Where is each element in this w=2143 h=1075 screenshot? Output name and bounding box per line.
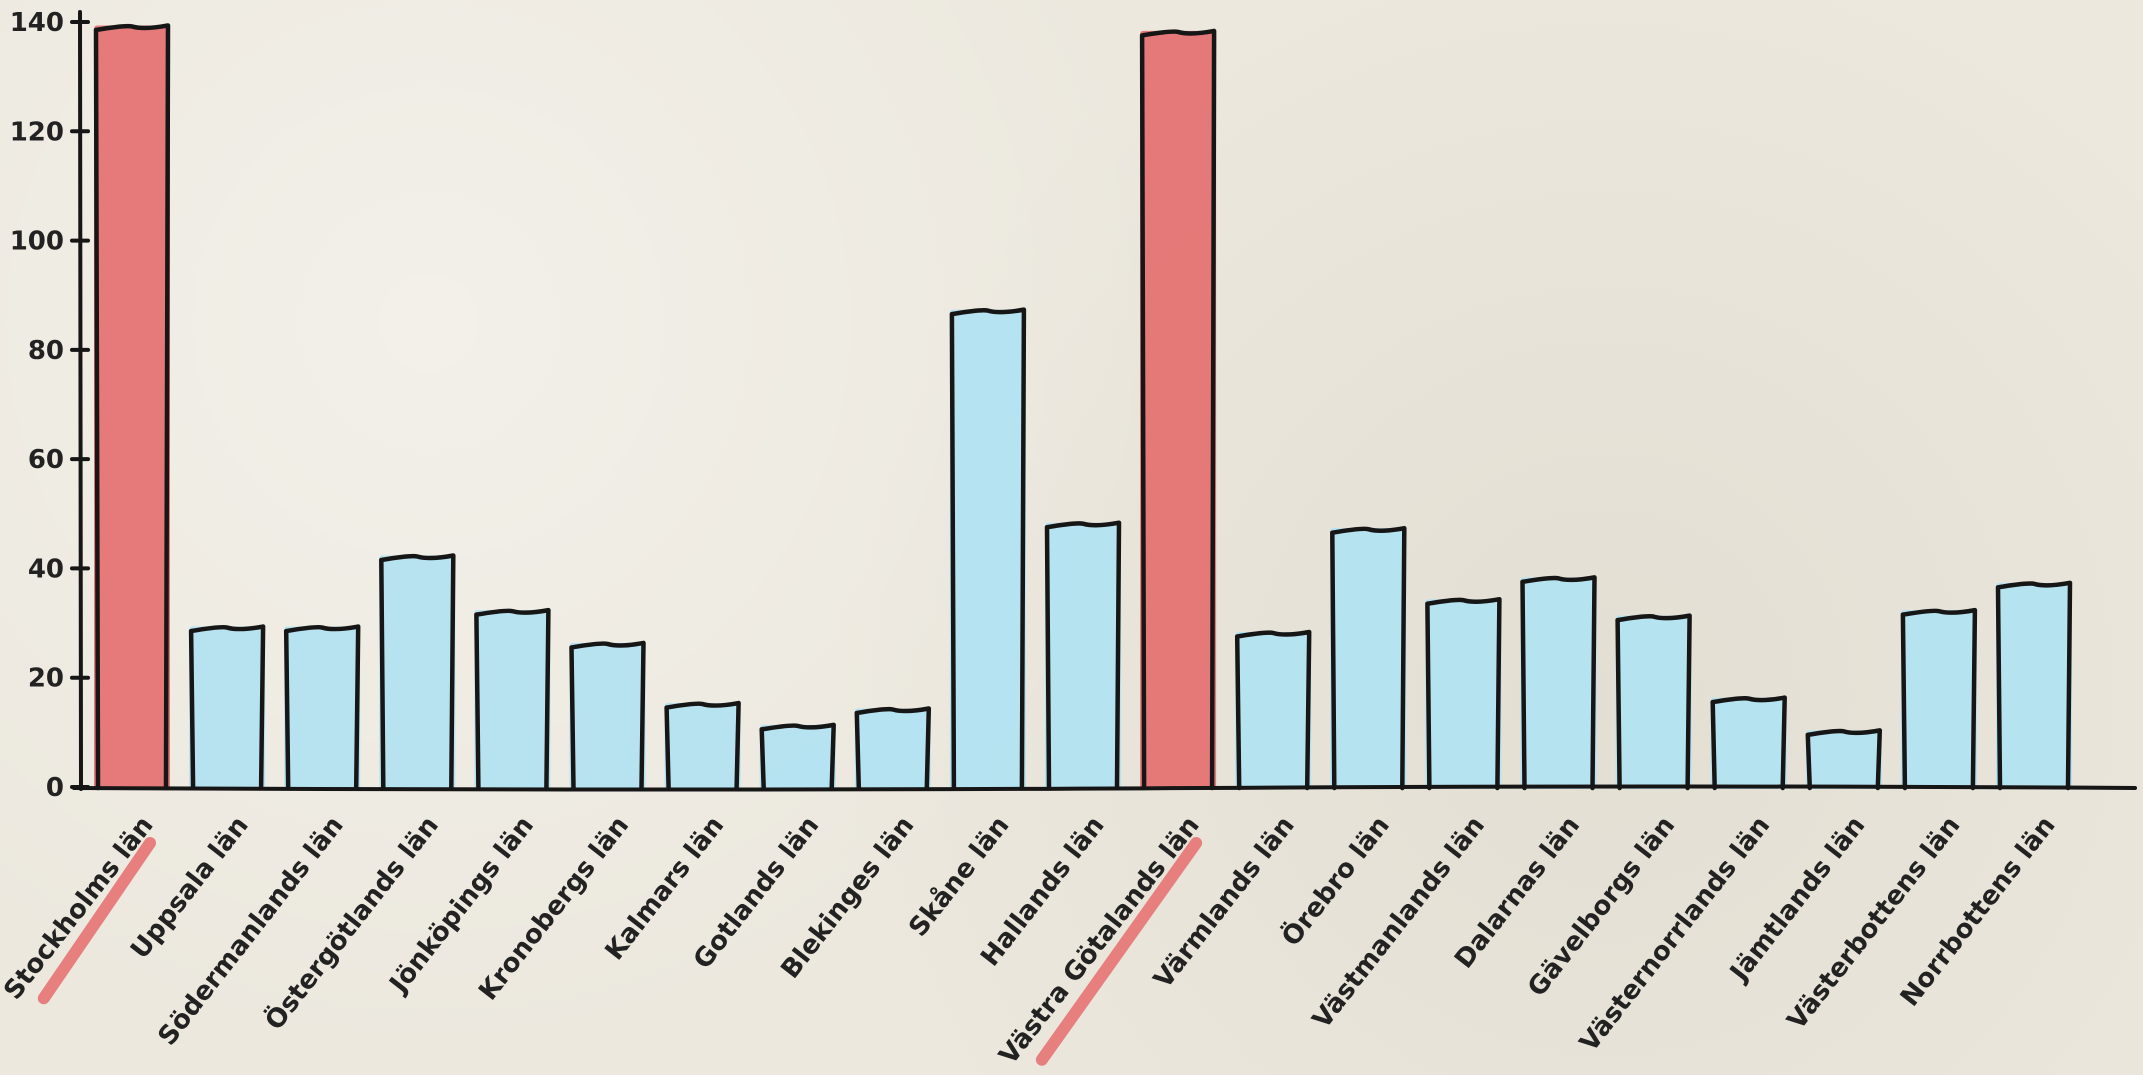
bar-fill — [1900, 610, 1977, 789]
bar-fill — [949, 309, 1026, 789]
bar — [379, 553, 456, 791]
bar-fill — [854, 708, 931, 789]
bar-fill — [759, 724, 836, 789]
bar-fill — [1996, 582, 2072, 789]
bar-fill — [1805, 730, 1882, 789]
bar — [1900, 607, 1978, 791]
bar — [1234, 629, 1312, 791]
bar — [854, 706, 932, 791]
x-tick-label: Västmanlands län — [1307, 811, 1491, 1035]
x-tick-label: Västernorrlands län — [1574, 811, 1776, 1058]
bars-layer — [37, 23, 2073, 1066]
bar — [283, 624, 361, 791]
bar-fill — [189, 626, 266, 789]
bar-fill — [1615, 615, 1692, 789]
bar — [1330, 525, 1407, 791]
bar — [1044, 520, 1122, 791]
bar-fill — [1140, 30, 1217, 789]
y-tick-label: 120 — [10, 117, 64, 147]
y-tick-label: 40 — [28, 554, 64, 584]
bar — [1710, 695, 1787, 791]
y-tick-label: 0 — [46, 773, 64, 803]
y-tick-label: 20 — [28, 664, 64, 694]
bar-fill — [284, 626, 361, 789]
bar — [1615, 613, 1692, 791]
y-axis-line — [78, 10, 83, 791]
bar — [1805, 728, 1883, 791]
bar-fill — [379, 555, 456, 789]
bar — [759, 722, 836, 791]
bar — [474, 607, 551, 791]
x-tick-label: Västerbottens län — [1782, 811, 1967, 1036]
axis-layer — [70, 10, 2137, 792]
bar — [188, 624, 266, 791]
bar — [569, 640, 646, 791]
bar-fill — [569, 642, 646, 789]
bar — [93, 23, 171, 791]
highlight-underline — [1035, 837, 1203, 1066]
bar — [1520, 575, 1597, 791]
bar-fill — [1520, 577, 1597, 789]
bar — [664, 700, 741, 791]
bar-fill — [474, 610, 551, 789]
x-axis-line — [72, 784, 2137, 792]
bar-fill — [1710, 697, 1787, 789]
y-tick-label: 60 — [28, 445, 64, 475]
bar-fill — [664, 703, 741, 789]
bar-fill — [1330, 528, 1407, 789]
bar — [1139, 28, 1217, 791]
bar — [1425, 596, 1502, 791]
y-tick-label: 100 — [10, 227, 64, 257]
bar-fill — [1235, 632, 1312, 789]
x-tick-label: Södermanlands län — [153, 811, 350, 1052]
bar — [949, 307, 1027, 791]
bar-fill — [1425, 599, 1502, 789]
y-tick-label: 80 — [28, 336, 64, 366]
bar — [1995, 580, 2073, 791]
x-tick-label: Östergötlands län — [257, 809, 445, 1036]
bar-fill — [1045, 522, 1121, 789]
x-tick-label: Västra Götalands län — [994, 811, 1206, 1070]
y-tick-label: 140 — [10, 8, 64, 38]
bar-fill — [94, 25, 170, 789]
x-tick-label: Stockholms län — [0, 811, 160, 1006]
highlight-underline — [37, 837, 156, 1005]
